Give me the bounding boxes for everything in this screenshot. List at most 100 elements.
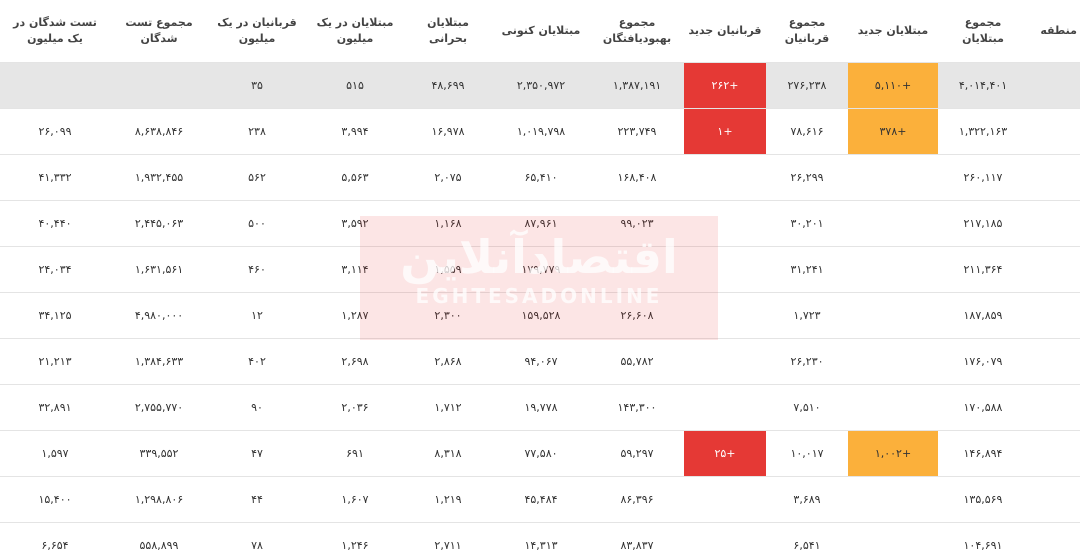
table-cell: +۳۷۸ bbox=[848, 108, 938, 155]
table-cell: ۱۲ bbox=[208, 292, 306, 339]
table-body: جهانی۴,۰۱۴,۴۰۱+۵,۱۱۰۲۷۶,۲۳۸+۲۶۲۱,۳۸۷,۱۹۱… bbox=[0, 62, 1080, 558]
table-cell: ۴,۹۸۰,۰۰۰ bbox=[110, 292, 208, 339]
table-cell: ۴,۰۱۴,۴۰۱ bbox=[938, 62, 1028, 109]
table-cell: ۲,۰۷۵ bbox=[404, 154, 492, 201]
table-cell bbox=[684, 476, 766, 523]
table-cell: ۲,۷۵۵,۷۷۰ bbox=[110, 384, 208, 431]
table-cell bbox=[848, 338, 938, 385]
table-cell bbox=[0, 62, 110, 109]
table-cell: ۲,۳۰۰ bbox=[404, 292, 492, 339]
table-cell: ۴۶۰ bbox=[208, 246, 306, 293]
table-cell bbox=[848, 384, 938, 431]
table-cell bbox=[110, 62, 208, 109]
column-header: قربانیان جدید bbox=[688, 24, 762, 37]
table-cell: ۱۰,۰۱۷ bbox=[766, 430, 848, 477]
table-cell bbox=[684, 154, 766, 201]
table-cell: ایتالیا bbox=[1028, 200, 1080, 247]
table-cell: ۱۷۰,۵۸۸ bbox=[938, 384, 1028, 431]
table-cell: ۴۵,۴۸۴ bbox=[492, 476, 590, 523]
table-cell: ۲۶,۶۰۸ bbox=[590, 292, 684, 339]
table-cell: ۲۲۳,۷۴۹ bbox=[590, 108, 684, 155]
table-cell: ۱,۵۹۷ bbox=[0, 430, 110, 477]
table-cell bbox=[848, 154, 938, 201]
table-cell: ۵۰۰ bbox=[208, 200, 306, 247]
table-cell: ۱,۷۲۳ bbox=[766, 292, 848, 339]
table-cell: ۱۰۴,۶۹۱ bbox=[938, 522, 1028, 558]
table-cell: انگلیس bbox=[1028, 246, 1080, 293]
table-cell: ۱۶۸,۴۰۸ bbox=[590, 154, 684, 201]
table-row: ۶فرانسه۱۷۶,۰۷۹۲۶,۲۳۰۵۵,۷۸۲۹۴,۰۶۷۲,۸۶۸۲,۶… bbox=[0, 338, 1080, 385]
table-cell bbox=[684, 200, 766, 247]
table-cell: +۲۵ bbox=[684, 430, 766, 477]
table-cell: ۱,۳۸۷,۱۹۱ bbox=[590, 62, 684, 109]
table-cell: ۴۴ bbox=[208, 476, 306, 523]
table-cell: ۱,۵۵۹ bbox=[404, 246, 492, 293]
table-cell: ۲۷۶,۲۳۸ bbox=[766, 62, 848, 109]
table-cell bbox=[684, 246, 766, 293]
table-cell: ۱,۲۴۶ bbox=[306, 522, 404, 558]
table-cell: آلمان bbox=[1028, 384, 1080, 431]
column-header: مبتلایان در یک میلیون bbox=[316, 16, 394, 45]
table-row: ۹ترکیه۱۳۵,۵۶۹۳,۶۸۹۸۶,۳۹۶۴۵,۴۸۴۱,۲۱۹۱,۶۰۷… bbox=[0, 476, 1080, 523]
table-cell: ۱۳۵,۵۶۹ bbox=[938, 476, 1028, 523]
table-cell: ۵۱۵ bbox=[306, 62, 404, 109]
table-cell bbox=[684, 522, 766, 558]
table-cell: ۹۴,۰۶۷ bbox=[492, 338, 590, 385]
table-cell: ۲۱۱,۳۶۴ bbox=[938, 246, 1028, 293]
table-cell: ۳,۹۹۴ bbox=[306, 108, 404, 155]
table-cell: ۲۶۰,۱۱۷ bbox=[938, 154, 1028, 201]
table-cell: آمریکا bbox=[1028, 108, 1080, 155]
column-header: قربانیان در یک میلیون bbox=[217, 16, 297, 45]
table-cell: ۱,۷۱۲ bbox=[404, 384, 492, 431]
table-cell: +۱,۰۰۲ bbox=[848, 430, 938, 477]
table-cell: ۸,۶۳۸,۸۴۶ bbox=[110, 108, 208, 155]
table-cell: ۱,۳۲۲,۱۶۳ bbox=[938, 108, 1028, 155]
table-cell: ۱,۲۱۹ bbox=[404, 476, 492, 523]
table-cell: ۲۱,۲۱۳ bbox=[0, 338, 110, 385]
table-cell: ۱۵۹,۵۲۸ bbox=[492, 292, 590, 339]
table-cell: ۱۶,۹۷۸ bbox=[404, 108, 492, 155]
table-cell: ۸۷,۹۶۱ bbox=[492, 200, 590, 247]
table-row: ۱آمریکا۱,۳۲۲,۱۶۳+۳۷۸۷۸,۶۱۶+۱۲۲۳,۷۴۹۱,۰۱۹… bbox=[0, 108, 1080, 155]
column-header: مجموع مبتلایان bbox=[962, 16, 1004, 45]
table-cell bbox=[848, 246, 938, 293]
table-cell: ۶,۵۴۱ bbox=[766, 522, 848, 558]
table-row: ۲اسپانیا۲۶۰,۱۱۷۲۶,۲۹۹۱۶۸,۴۰۸۶۵,۴۱۰۲,۰۷۵۵… bbox=[0, 154, 1080, 201]
table-cell: ۷,۵۱۰ bbox=[766, 384, 848, 431]
table-cell: ۱۵,۴۰۰ bbox=[0, 476, 110, 523]
table-cell: +۱ bbox=[684, 108, 766, 155]
table-cell: ۱۷۹,۷۷۹ bbox=[492, 246, 590, 293]
table-cell: ۲,۴۴۵,۰۶۳ bbox=[110, 200, 208, 247]
table-cell: ۱,۳۸۴,۶۳۳ bbox=[110, 338, 208, 385]
table-row: ۸برزیل۱۴۶,۸۹۴+۱,۰۰۲۱۰,۰۱۷+۲۵۵۹,۲۹۷۷۷,۵۸۰… bbox=[0, 430, 1080, 477]
table-cell: ۳۳۹,۵۵۲ bbox=[110, 430, 208, 477]
column-header: مبتلایان بحرانی bbox=[427, 16, 469, 45]
table-row: ۳ایتالیا۲۱۷,۱۸۵۳۰,۲۰۱۹۹,۰۲۳۸۷,۹۶۱۱,۱۶۸۳,… bbox=[0, 200, 1080, 247]
table-cell: ۱,۲۸۷ bbox=[306, 292, 404, 339]
column-header: مبتلایان جدید bbox=[857, 24, 929, 37]
table-cell: جهانی bbox=[1028, 62, 1080, 109]
table-cell: ۷۸,۶۱۶ bbox=[766, 108, 848, 155]
table-cell: ۱۸۷,۸۵۹ bbox=[938, 292, 1028, 339]
table-cell: ۳۴,۱۲۵ bbox=[0, 292, 110, 339]
table-cell: ۲۶,۲۳۰ bbox=[766, 338, 848, 385]
table-cell: ۳,۱۱۴ bbox=[306, 246, 404, 293]
table-cell: ۵۵۸,۸۹۹ bbox=[110, 522, 208, 558]
table-cell: ۸,۳۱۸ bbox=[404, 430, 492, 477]
table-cell: ۱۹,۷۷۸ bbox=[492, 384, 590, 431]
table-cell bbox=[684, 384, 766, 431]
table-cell: ۳,۵۹۲ bbox=[306, 200, 404, 247]
table-cell: ۶۵,۴۱۰ bbox=[492, 154, 590, 201]
table-cell bbox=[684, 338, 766, 385]
table-cell: ۲,۰۳۶ bbox=[306, 384, 404, 431]
table-cell: ایران bbox=[1028, 522, 1080, 558]
table-cell: ۵,۵۶۳ bbox=[306, 154, 404, 201]
table-cell: ۴۰۲ bbox=[208, 338, 306, 385]
table-cell: ۷۸ bbox=[208, 522, 306, 558]
table-cell: ۲,۷۱۱ bbox=[404, 522, 492, 558]
table-cell bbox=[848, 476, 938, 523]
table-row: ۷آلمان۱۷۰,۵۸۸۷,۵۱۰۱۴۳,۳۰۰۱۹,۷۷۸۱,۷۱۲۲,۰۳… bbox=[0, 384, 1080, 431]
table-cell bbox=[848, 200, 938, 247]
